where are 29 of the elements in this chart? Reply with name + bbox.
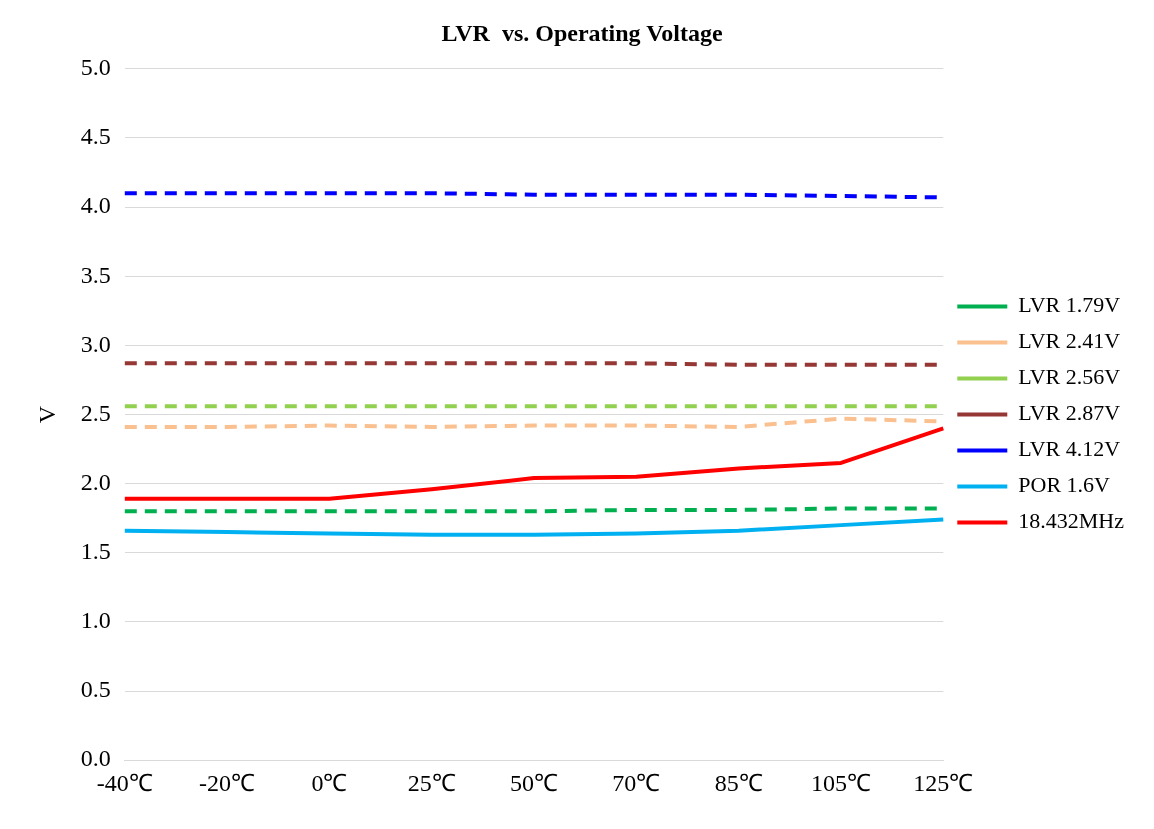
legend-label: LVR 2.87V — [1018, 400, 1121, 426]
y-tick-label: 0.5 — [80, 676, 111, 703]
y-tick-label: 3.5 — [80, 261, 111, 288]
legend-label: LVR 2.41V — [1018, 328, 1121, 354]
legend-label: LVR 4.12V — [1018, 436, 1121, 462]
x-tick-label: 0℃ — [311, 769, 348, 796]
legend-label: LVR 2.56V — [1018, 364, 1121, 390]
y-axis-title: V — [33, 405, 60, 424]
chart-title: LVR vs. Operating Voltage — [441, 19, 723, 46]
x-tick-label: -20℃ — [199, 769, 256, 796]
x-tick-label: 85℃ — [714, 769, 763, 796]
legend-label: POR 1.6V — [1018, 472, 1111, 498]
x-tick-label: 125℃ — [913, 769, 974, 796]
y-tick-label: 4.0 — [80, 192, 111, 219]
x-tick-label: 105℃ — [810, 769, 871, 796]
y-tick-label: 3.0 — [80, 330, 111, 357]
y-tick-label: 0.0 — [80, 745, 111, 772]
legend-label: LVR 1.79V — [1018, 292, 1121, 318]
x-tick-label: -40℃ — [96, 769, 153, 796]
y-tick-label: 1.5 — [80, 538, 111, 565]
y-tick-label: 2.5 — [80, 399, 111, 426]
x-tick-label: 70℃ — [612, 769, 661, 796]
y-tick-label: 5.0 — [80, 54, 111, 81]
y-tick-label: 2.0 — [80, 468, 111, 495]
y-tick-label: 4.5 — [80, 123, 111, 150]
legend-label: 18.432MHz — [1018, 508, 1125, 534]
x-tick-label: 50℃ — [510, 769, 559, 796]
x-tick-label: 25℃ — [407, 769, 456, 796]
y-tick-label: 1.0 — [80, 607, 111, 634]
